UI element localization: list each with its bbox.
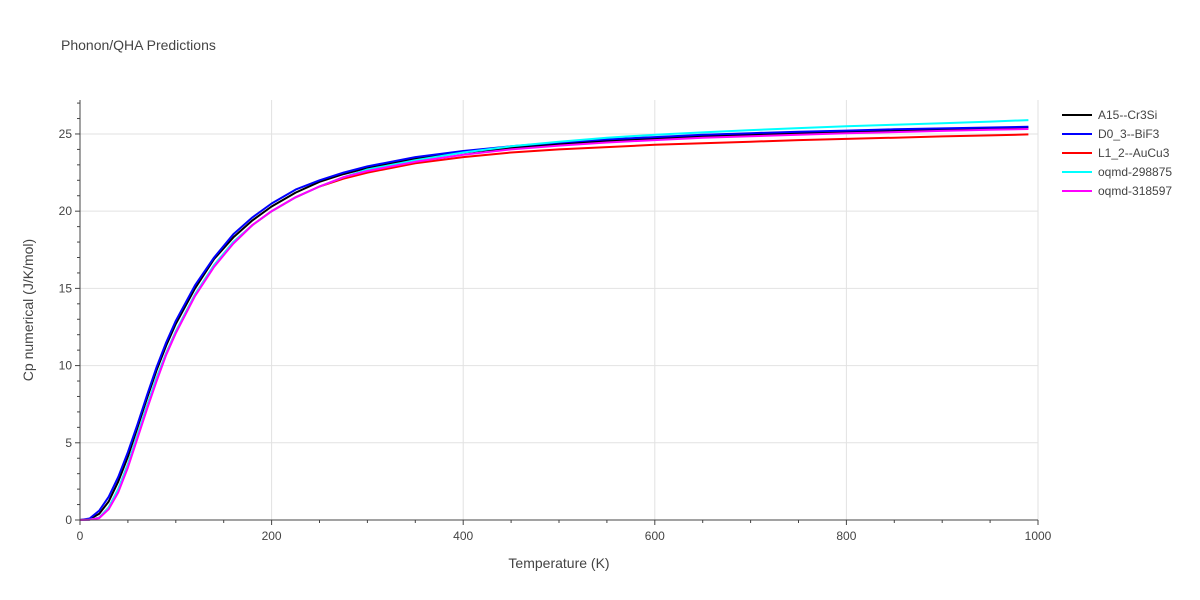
chart-title: Phonon/QHA Predictions (61, 37, 216, 53)
legend-item[interactable]: oqmd-298875 (1062, 165, 1172, 179)
y-axis-title: Cp numerical (J/K/mol) (20, 239, 36, 381)
x-tick-label: 1000 (1025, 529, 1052, 543)
legend-label: A15--Cr3Si (1098, 108, 1157, 122)
grid (80, 100, 1039, 520)
x-tick-label: 0 (77, 529, 84, 543)
x-axis-title: Temperature (K) (508, 555, 609, 571)
x-tick-label: 400 (453, 529, 473, 543)
legend[interactable]: A15--Cr3Si D0_3--BiF3 L1_2--AuCu3 oqmd-2988… (1062, 108, 1172, 198)
series-line-oqmd-318597 (79, 128, 1029, 521)
x-tick-label: 800 (836, 529, 856, 543)
x-tick-label: 600 (645, 529, 665, 543)
legend-item[interactable]: oqmd-318597 (1062, 184, 1172, 198)
y-tick-label: 20 (59, 204, 73, 218)
y-tick-label: 25 (59, 127, 73, 141)
legend-label: D0_3--BiF3 (1098, 127, 1160, 141)
y-tick-label: 15 (59, 281, 73, 295)
legend-item[interactable]: D0_3--BiF3 (1062, 127, 1160, 141)
legend-item[interactable]: A15--Cr3Si (1062, 108, 1157, 122)
y-tick-label: 0 (65, 513, 72, 527)
series-lines (79, 119, 1029, 521)
y-tick-label: 10 (59, 359, 73, 373)
legend-label: oqmd-318597 (1098, 184, 1172, 198)
legend-label: oqmd-298875 (1098, 165, 1172, 179)
axes (75, 100, 1039, 525)
series-line-oqmd-298875 (79, 119, 1029, 521)
series-line-A15--Cr3Si (79, 126, 1029, 521)
x-tick-label: 200 (262, 529, 282, 543)
tick-labels: 0 200 400 600 800 1000 0 5 10 15 20 25 (59, 127, 1052, 543)
legend-item[interactable]: L1_2--AuCu3 (1062, 146, 1170, 160)
series-line-L1_2--AuCu3 (79, 133, 1029, 521)
legend-label: L1_2--AuCu3 (1098, 146, 1170, 160)
series-line-D0_3--BiF3 (79, 125, 1029, 521)
y-tick-label: 5 (65, 436, 72, 450)
